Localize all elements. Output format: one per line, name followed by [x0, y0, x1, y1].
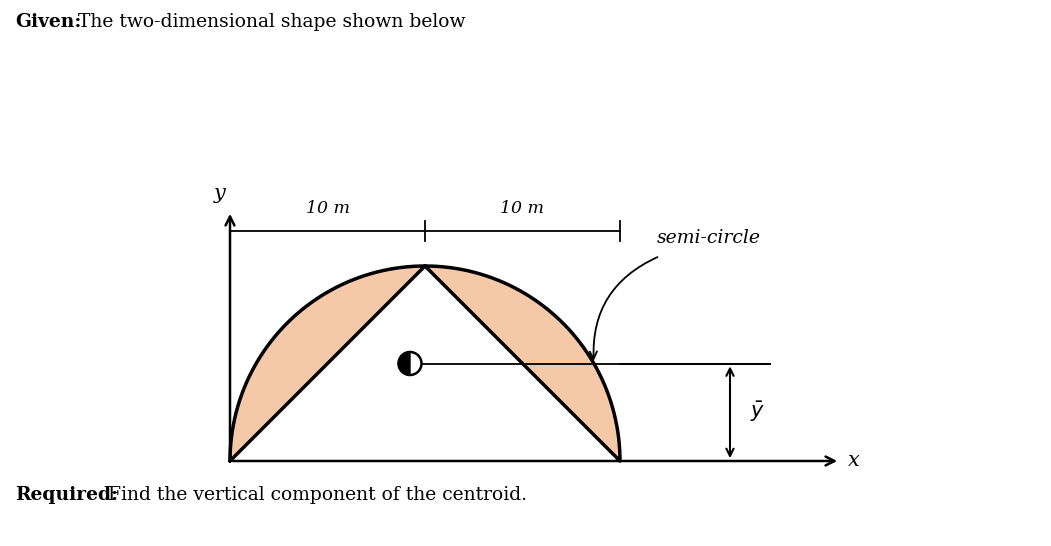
Text: 10 m: 10 m [500, 200, 544, 217]
Circle shape [398, 352, 421, 375]
Text: Required:: Required: [15, 486, 118, 504]
Text: Find the vertical component of the centroid.: Find the vertical component of the centr… [102, 486, 527, 504]
Text: 10 m: 10 m [306, 200, 350, 217]
Text: x: x [848, 452, 860, 471]
Text: y: y [214, 184, 226, 203]
Text: Given:: Given: [15, 13, 81, 31]
Polygon shape [398, 352, 410, 375]
Polygon shape [230, 266, 620, 461]
Text: $\bar{y}$: $\bar{y}$ [750, 400, 765, 424]
Text: The two-dimensional shape shown below: The two-dimensional shape shown below [73, 13, 466, 31]
Text: semi-circle: semi-circle [657, 229, 761, 247]
